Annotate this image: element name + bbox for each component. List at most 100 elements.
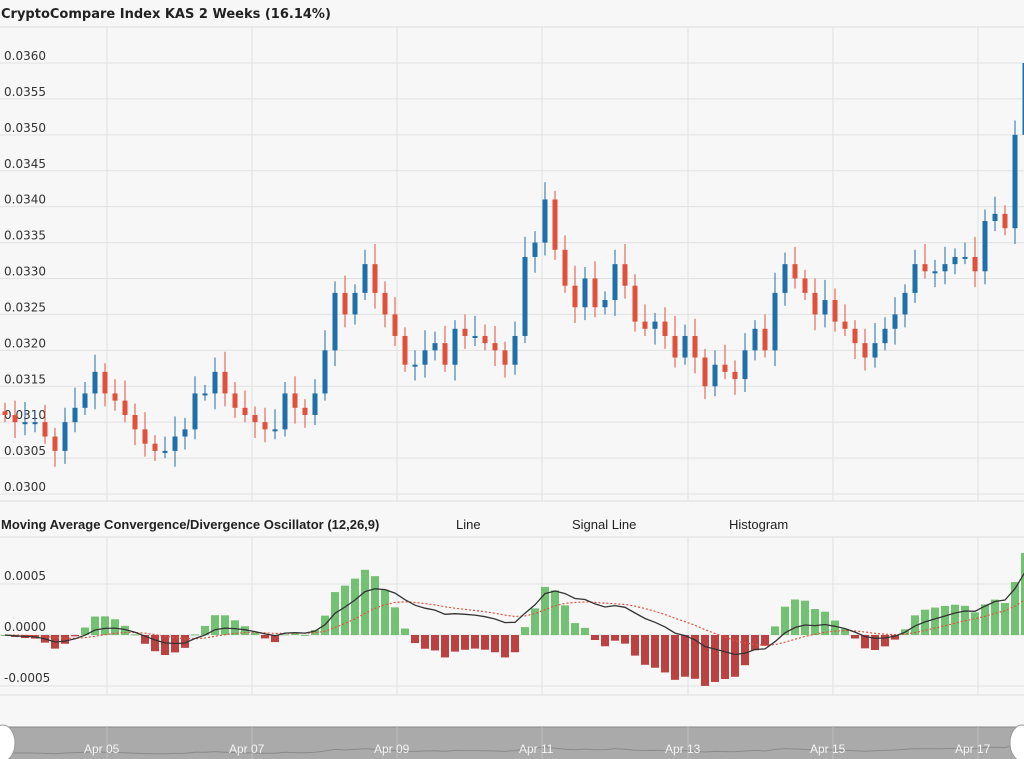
histogram-bar: [831, 620, 839, 635]
candle-body: [332, 292, 338, 351]
candle-body: [612, 264, 618, 301]
candle-body: [202, 393, 208, 396]
navigator-date-label: Apr 05: [84, 742, 120, 756]
macd-line: [4, 572, 1024, 656]
navigator-right-handle[interactable]: [1009, 724, 1024, 759]
candle-body: [642, 321, 648, 329]
candle-body: [762, 328, 768, 351]
navigator-left-handle[interactable]: [0, 724, 16, 759]
candle-body: [702, 357, 708, 387]
histogram-bar: [151, 635, 159, 652]
candle-body: [272, 429, 278, 432]
histogram-bar: [361, 569, 369, 635]
candle-body: [892, 314, 898, 329]
histogram-bar: [511, 635, 519, 653]
histogram-bar: [601, 635, 609, 647]
histogram-bar: [731, 635, 739, 677]
candle-body: [512, 335, 518, 365]
histogram-bar: [791, 599, 799, 635]
candle-body: [422, 350, 428, 365]
histogram-bar: [841, 628, 849, 635]
candle-body: [912, 264, 918, 293]
candle-body: [162, 450, 168, 453]
candle-body: [42, 422, 48, 437]
legend-line[interactable]: Line: [456, 517, 481, 532]
navigator-date-label: Apr 11: [519, 742, 554, 756]
candle-body: [952, 256, 958, 265]
histogram-bar: [581, 627, 589, 635]
candle-body: [182, 429, 188, 437]
candle-body: [782, 264, 788, 293]
y-tick-label: 0.0350: [4, 121, 46, 135]
histogram-bar: [651, 635, 659, 668]
candle-body: [152, 443, 158, 451]
histogram-bar: [251, 632, 259, 635]
histogram-bar: [71, 635, 79, 637]
candle-body: [832, 300, 838, 322]
histogram-bar: [621, 635, 629, 644]
candle-body: [82, 393, 88, 408]
legend-histogram[interactable]: Histogram: [729, 517, 788, 532]
histogram-bar: [131, 634, 139, 636]
candle-body: [842, 321, 848, 329]
candle-body: [412, 364, 418, 367]
navigator[interactable]: Apr 05 Apr 07 Apr 09 Apr 11 Apr 13 Apr 15 Apr …: [0, 724, 1024, 759]
histogram-bar: [881, 635, 889, 647]
histogram-bar: [861, 635, 869, 649]
candle-body: [352, 292, 358, 315]
navigator-date-label: Apr 07: [229, 742, 265, 756]
histogram-bar: [631, 635, 639, 656]
candle-body: [502, 350, 508, 365]
candle-body: [942, 264, 948, 272]
candle-body: [772, 292, 778, 351]
candle-body: [932, 271, 938, 274]
histogram-bar: [1011, 582, 1019, 635]
histogram-bar: [451, 635, 459, 652]
macd-grid: -0.0005 0.0000 0.0005: [0, 536, 1024, 696]
candle-body: [962, 256, 968, 259]
candle-body: [372, 264, 378, 293]
y-tick-label: 0.0355: [4, 85, 46, 99]
histogram-bar: [761, 635, 769, 646]
histogram-bar: [851, 635, 859, 639]
candle-body: [382, 292, 388, 315]
histogram-bar: [341, 585, 349, 635]
navigator-date-label: Apr 09: [374, 742, 410, 756]
candle-body: [752, 328, 758, 351]
candle-body: [602, 300, 608, 308]
histogram-bar: [351, 578, 359, 635]
histogram-bar: [941, 605, 949, 635]
candle-body: [812, 292, 818, 315]
histogram-bar: [201, 625, 209, 635]
y-tick-label: 0.0005: [4, 569, 46, 583]
histogram-bar: [211, 615, 219, 635]
legend-signal-line[interactable]: Signal Line: [572, 517, 636, 532]
histogram-bar: [391, 607, 399, 635]
histogram-bar: [1021, 552, 1024, 635]
histogram-bar: [981, 604, 989, 635]
candle-body: [582, 278, 588, 308]
candle-body: [442, 343, 448, 365]
histogram-bar: [271, 635, 279, 643]
navigator-series: [4, 742, 1024, 755]
y-tick-label: 0.0000: [4, 620, 46, 634]
candle-body: [492, 343, 498, 351]
candle-body: [522, 256, 528, 336]
candle-body: [282, 393, 288, 430]
candle-body: [52, 436, 58, 451]
histogram-bar: [891, 635, 899, 640]
histogram-bar: [541, 586, 549, 635]
candle-body: [402, 335, 408, 365]
histogram-bar: [301, 634, 309, 636]
histogram-bar: [141, 635, 149, 644]
candle-body: [262, 422, 268, 430]
histogram-bar: [931, 607, 939, 635]
candle-body: [572, 285, 578, 308]
macd-title: Moving Average Convergence/Divergence Os…: [1, 517, 379, 532]
histogram-bar: [781, 606, 789, 635]
candle-body: [322, 350, 328, 394]
candle-body: [922, 264, 928, 272]
histogram-bar: [721, 635, 729, 680]
candle-body: [1022, 63, 1024, 135]
histogram-bar: [971, 612, 979, 635]
